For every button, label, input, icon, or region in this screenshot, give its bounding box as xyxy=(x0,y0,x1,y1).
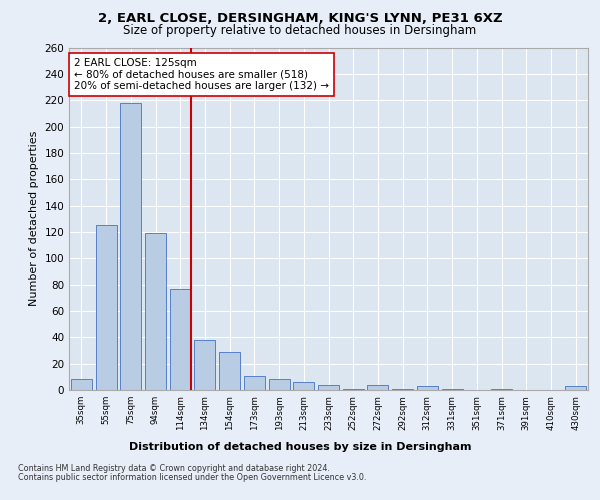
Text: 2 EARL CLOSE: 125sqm
← 80% of detached houses are smaller (518)
20% of semi-deta: 2 EARL CLOSE: 125sqm ← 80% of detached h… xyxy=(74,58,329,91)
Bar xyxy=(367,384,388,390)
Text: Size of property relative to detached houses in Dersingham: Size of property relative to detached ho… xyxy=(124,24,476,37)
Text: Distribution of detached houses by size in Dersingham: Distribution of detached houses by size … xyxy=(129,442,471,452)
Text: 2, EARL CLOSE, DERSINGHAM, KING'S LYNN, PE31 6XZ: 2, EARL CLOSE, DERSINGHAM, KING'S LYNN, … xyxy=(98,12,502,26)
Bar xyxy=(565,386,586,390)
Bar xyxy=(120,103,141,390)
Bar xyxy=(392,388,413,390)
Text: Contains public sector information licensed under the Open Government Licence v3: Contains public sector information licen… xyxy=(18,474,367,482)
Bar xyxy=(194,340,215,390)
Bar xyxy=(417,386,438,390)
Bar xyxy=(293,382,314,390)
Bar xyxy=(95,226,116,390)
Bar xyxy=(318,384,339,390)
Bar xyxy=(269,380,290,390)
Bar xyxy=(219,352,240,390)
Bar xyxy=(244,376,265,390)
Y-axis label: Number of detached properties: Number of detached properties xyxy=(29,131,39,306)
Text: Contains HM Land Registry data © Crown copyright and database right 2024.: Contains HM Land Registry data © Crown c… xyxy=(18,464,330,473)
Bar xyxy=(145,233,166,390)
Bar xyxy=(71,380,92,390)
Bar xyxy=(170,288,191,390)
Bar xyxy=(442,388,463,390)
Bar xyxy=(491,388,512,390)
Bar xyxy=(343,388,364,390)
